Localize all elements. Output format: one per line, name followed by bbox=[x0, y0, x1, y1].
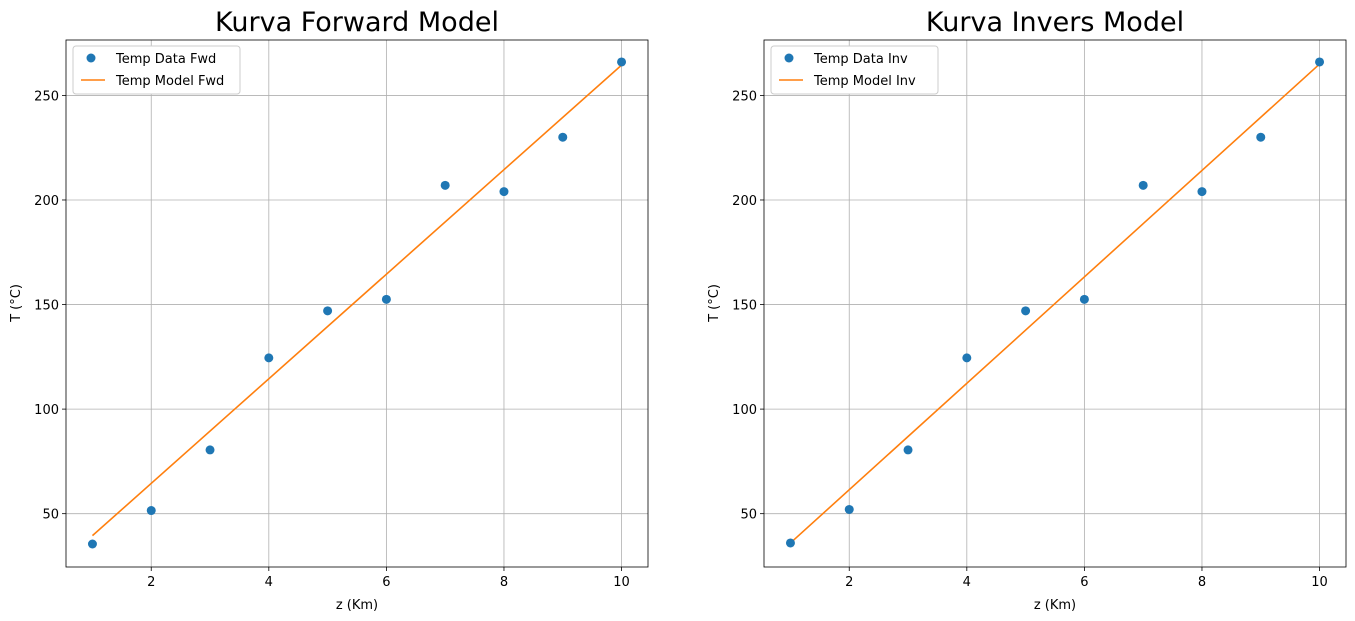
x-tick-label: 10 bbox=[1311, 575, 1328, 590]
data-point bbox=[558, 132, 568, 142]
y-axis-label: T (°C) bbox=[9, 284, 24, 323]
x-tick-label: 6 bbox=[382, 575, 390, 590]
data-point bbox=[903, 445, 913, 455]
legend: Temp Data Fwd Temp Model Fwd bbox=[72, 45, 241, 95]
x-tick-label: 8 bbox=[500, 575, 508, 590]
x-tick-label: 4 bbox=[963, 575, 971, 590]
y-tick-label: 100 bbox=[34, 403, 59, 418]
data-point bbox=[205, 445, 215, 455]
y-axis-label: T (°C) bbox=[707, 284, 722, 323]
legend-box bbox=[72, 45, 241, 95]
data-point bbox=[440, 180, 450, 190]
x-tick-label: 10 bbox=[613, 575, 630, 590]
y-tick-label: 50 bbox=[42, 508, 59, 523]
legend-label: Temp Model Fwd bbox=[115, 74, 224, 89]
legend-marker bbox=[86, 53, 96, 63]
data-point bbox=[264, 353, 274, 363]
model-line bbox=[789, 63, 1321, 544]
legend-label: Temp Data Inv bbox=[813, 52, 908, 67]
data-point bbox=[499, 187, 509, 197]
data-point bbox=[1138, 180, 1148, 190]
legend-box bbox=[770, 45, 939, 95]
y-tick-label: 150 bbox=[34, 299, 59, 314]
y-tick-label: 200 bbox=[732, 194, 757, 209]
y-tick-label: 100 bbox=[732, 403, 757, 418]
x-axis-label: z (Km) bbox=[336, 598, 378, 613]
model-line bbox=[91, 64, 623, 537]
chart-title: Kurva Invers Model bbox=[926, 7, 1184, 38]
legend: Temp Data Inv Temp Model Inv bbox=[770, 45, 939, 95]
legend-label: Temp Data Fwd bbox=[115, 52, 216, 67]
chart-invers-model: Kurva Invers Model 2 4 6 8 10 50 100 150 200 250 T… bbox=[707, 7, 1347, 613]
y-tick-label: 150 bbox=[732, 299, 757, 314]
y-tick-label: 50 bbox=[740, 508, 757, 523]
x-tick-label: 2 bbox=[147, 575, 155, 590]
x-tick-label: 8 bbox=[1198, 575, 1206, 590]
legend-label: Temp Model Inv bbox=[813, 74, 916, 89]
data-point bbox=[962, 353, 972, 363]
chart-title: Kurva Forward Model bbox=[215, 7, 499, 38]
axes-frame bbox=[763, 39, 1347, 568]
data-point bbox=[1315, 57, 1325, 67]
data-point bbox=[87, 539, 97, 549]
y-tick-label: 250 bbox=[34, 89, 59, 104]
data-point bbox=[1197, 187, 1207, 197]
x-tick-label: 4 bbox=[265, 575, 273, 590]
data-point bbox=[323, 306, 333, 316]
data-point bbox=[146, 506, 156, 516]
data-point bbox=[1079, 294, 1089, 304]
data-point bbox=[1256, 132, 1266, 142]
axes-frame bbox=[65, 39, 649, 568]
x-tick-label: 2 bbox=[845, 575, 853, 590]
chart-forward-model: Kurva Forward Model 2 4 6 8 10 50 100 150 200 250… bbox=[9, 7, 649, 613]
plot-area: 2 4 6 8 10 50 100 150 200 250 Temp Data Fwd Temp Mo… bbox=[34, 39, 649, 590]
y-tick-label: 250 bbox=[732, 89, 757, 104]
y-tick-label: 200 bbox=[34, 194, 59, 209]
x-tick-label: 6 bbox=[1080, 575, 1088, 590]
data-point bbox=[844, 504, 854, 514]
plot-area: 2 4 6 8 10 50 100 150 200 250 Temp Data Inv Temp Mo… bbox=[732, 39, 1347, 590]
legend-marker bbox=[784, 53, 794, 63]
data-point bbox=[1021, 306, 1031, 316]
data-point bbox=[617, 57, 627, 67]
data-point bbox=[785, 538, 795, 548]
data-point bbox=[381, 294, 391, 304]
x-axis-label: z (Km) bbox=[1034, 598, 1076, 613]
